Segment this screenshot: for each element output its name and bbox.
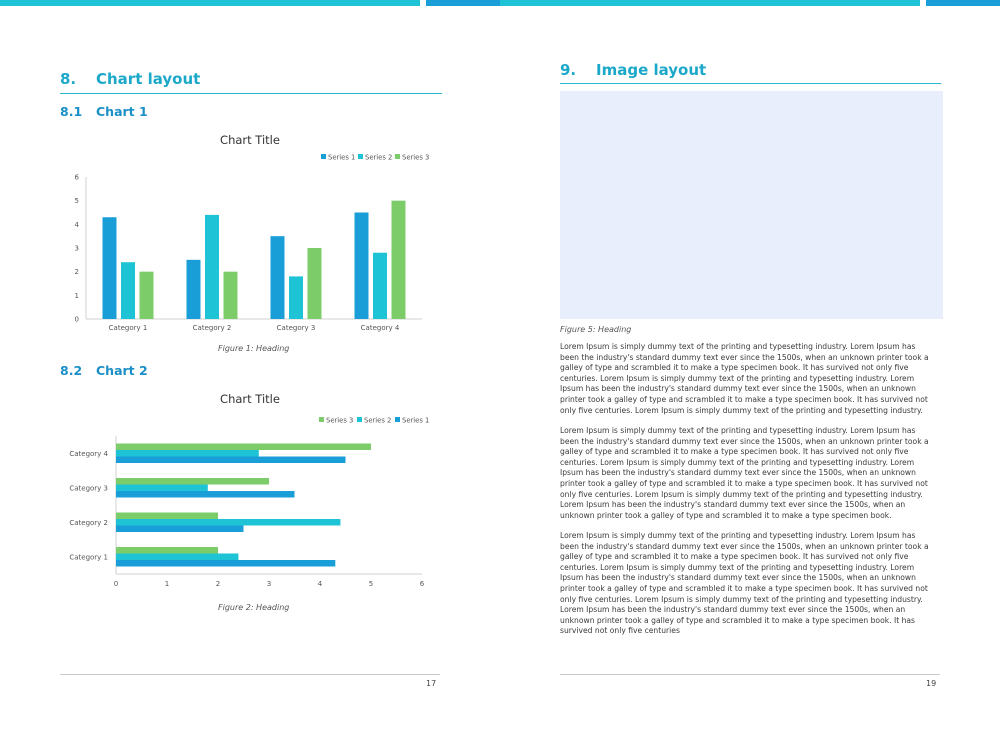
legend-swatch [395,417,400,422]
page-number: 17 [426,679,437,688]
subsection-number: 8.1 [60,104,83,119]
x-tick-label: 3 [267,580,271,588]
footer-rule [560,674,940,675]
bar [270,236,285,319]
chart-title: Chart Title [220,392,280,406]
chart-title: Chart Title [220,133,280,147]
subsection-title: Chart 1 [96,104,148,119]
bar [116,450,259,457]
y-tick-label: 5 [75,197,79,205]
figure-caption: Figure 5: Heading [560,325,632,334]
bar [391,200,406,319]
page-number: 19 [926,679,937,688]
subsection-heading: 8.1 Chart 1 [60,104,148,119]
x-tick-label: Category 2 [193,324,232,332]
y-tick-label: Category 2 [69,519,108,527]
chart-1: Chart Title Series 1 Series 2 Series 3 0 1 2 3 4… [75,133,430,332]
y-tick-label: Category 1 [69,553,108,561]
bar [186,259,201,319]
x-tick-label: 5 [369,580,373,588]
y-tick-label: Category 4 [69,450,108,458]
figure-caption: Figure 1: Heading [218,344,290,353]
legend-swatch [358,154,363,159]
bar [102,217,117,319]
legend-swatch [395,154,400,159]
bar [307,248,322,319]
legend-label: Series 3 [402,154,429,162]
x-tick-label: Category 3 [277,324,316,332]
section-number: 8. [60,70,77,88]
y-tick-label: 4 [75,221,80,229]
subsection-number: 8.2 [60,363,83,378]
bar [116,553,239,560]
section-title: Image layout [596,61,707,79]
legend-label: Series 3 [326,417,353,425]
y-tick-label: Category 3 [69,484,108,492]
section-title: Chart layout [96,70,201,88]
bar [121,262,135,319]
bar [116,491,295,498]
top-accent-bar [500,0,920,6]
bar [116,456,346,463]
x-tick-label: 4 [318,580,323,588]
body-paragraph: Lorem Ipsum is simply dummy text of the … [560,342,929,415]
bar [116,525,244,532]
top-accent-bar [0,0,420,6]
legend-swatch [357,417,362,422]
body-paragraph: Lorem Ipsum is simply dummy text of the … [560,426,929,520]
y-tick-label: 1 [75,292,79,300]
legend-swatch [321,154,326,159]
bar [223,271,238,319]
section-heading: 8. Chart layout [60,70,200,88]
section-rule [560,83,941,84]
bar [205,214,219,319]
y-tick-label: 6 [75,174,80,182]
legend-label: Series 2 [364,417,391,425]
x-tick-label: 1 [165,580,169,588]
bar [354,212,369,319]
section-heading: 9. Image layout [560,61,706,79]
y-tick-label: 0 [75,316,79,324]
bar [116,519,341,526]
x-tick-label: 0 [114,580,118,588]
body-paragraph: Lorem Ipsum is simply dummy text of the … [560,531,929,636]
y-tick-label: 2 [75,268,79,276]
bar [373,252,387,319]
image-placeholder [560,91,943,319]
bar [116,560,336,567]
legend-label: Series 2 [365,154,392,162]
section-number: 9. [560,61,577,79]
bar [116,547,218,554]
x-tick-label: Category 4 [361,324,400,332]
top-accent-bar-segment [926,0,1000,6]
chart-2: Chart Title Series 3 Series 2 Series 1 0 1 2 3 4… [69,392,429,588]
x-tick-label: Category 1 [109,324,148,332]
top-accent-bar-segment [426,0,500,6]
bar [289,276,303,319]
legend-label: Series 1 [402,417,429,425]
bar [116,512,218,519]
bar [116,478,269,485]
bar [139,271,154,319]
subsection-heading: 8.2 Chart 2 [60,363,148,378]
figure-caption: Figure 2: Heading [218,603,290,612]
x-tick-label: 6 [420,580,425,588]
section-rule [60,93,442,94]
legend-label: Series 1 [328,154,355,162]
y-tick-label: 3 [75,245,79,253]
subsection-title: Chart 2 [96,363,148,378]
bar [116,484,208,491]
x-tick-label: 2 [216,580,220,588]
bar [116,443,371,450]
footer-rule [60,674,440,675]
legend-swatch [319,417,324,422]
